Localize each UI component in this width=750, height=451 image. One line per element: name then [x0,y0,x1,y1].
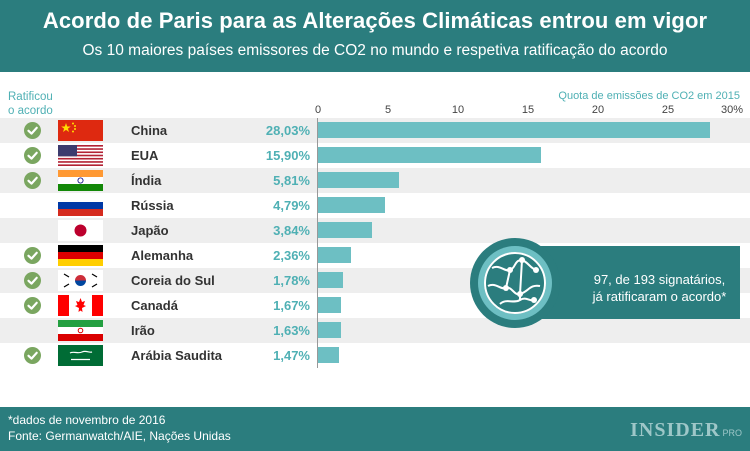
value-label: 4,79% [273,198,310,213]
globe-icon [470,238,560,328]
callout-line1: 97, de 193 signatários, [593,272,726,287]
bar [318,247,352,263]
value-label: 1,47% [273,348,310,363]
russia-flag-icon [58,195,103,216]
source-text: Fonte: Germanwatch/AIE, Nações Unidas [8,429,231,443]
logo-text: INSIDER [630,419,721,441]
chart-row: Canadá 1,67% [0,293,750,318]
value-label: 3,84% [273,223,310,238]
footer: *dados de novembro de 2016 Fonte: German… [0,407,750,451]
usa-flag-icon [58,145,103,166]
ratified-check-icon [24,122,41,139]
ratified-header-line2: o acordo [8,105,53,117]
ratified-check-icon [24,297,41,314]
south-korea-flag-icon [58,270,103,291]
chart-row: Rússia 4,79% [0,193,750,218]
value-label: 5,81% [273,173,310,188]
iran-flag-icon [58,320,103,341]
chart-row: EUA 15,90% [0,143,750,168]
country-label: Alemanha [131,248,194,263]
value-label: 28,03% [265,123,310,138]
ratified-column-header: Ratificou o acordo [8,90,53,118]
x-tick-label: 20 [591,104,605,116]
country-label: Canadá [131,298,178,313]
callout-text: 97, de 193 signatários, já ratificaram o… [582,271,737,305]
chart-title: Acordo de Paris para as Alterações Climá… [42,8,708,33]
chart-row: Japão 3,84% [0,218,750,243]
x-tick-label: 30% [720,104,744,116]
x-tick-label: 5 [384,104,392,116]
country-label: Arábia Saudita [131,348,223,363]
country-label: Índia [131,173,162,188]
chart-row: Arábia Saudita 1,47% [0,343,750,368]
chart-row: China 28,03% [0,118,750,143]
insider-pro-logo: INSIDER PRO [630,419,742,442]
chart-row: Alemanha 2,36% [0,243,750,268]
bar [318,297,342,313]
india-flag-icon [58,170,103,191]
value-label: 1,67% [273,298,310,313]
country-label: Irão [131,323,155,338]
header-banner: Acordo de Paris para as Alterações Climá… [0,0,750,72]
country-label: EUA [131,148,159,163]
country-label: Coreia do Sul [131,273,215,288]
callout-line2: já ratificaram o acordo* [592,289,727,304]
bar [318,347,339,363]
ratified-check-icon [24,247,41,264]
x-tick-label: 0 [314,104,322,116]
japan-flag-icon [58,220,103,241]
bar [318,222,372,238]
saudi-arabia-flag-icon [58,345,103,366]
y-axis-line [317,118,318,368]
bar [318,172,400,188]
country-label: China [131,123,168,138]
x-tick-label: 10 [451,104,465,116]
bar [318,322,341,338]
x-axis-label: Quota de emissões de CO2 em 2015 [558,90,740,102]
logo-suffix: PRO [722,428,742,438]
ratified-check-icon [24,347,41,364]
country-label: Japão [131,223,169,238]
footnote: *dados de novembro de 2016 [8,413,166,427]
chart-subtitle: Os 10 maiores países emissores de CO2 no… [82,42,668,59]
value-label: 1,78% [273,273,310,288]
x-tick-label: 15 [521,104,535,116]
bar [318,272,343,288]
chart-row: Índia 5,81% [0,168,750,193]
bar [318,197,386,213]
germany-flag-icon [58,245,103,266]
canada-flag-icon [58,295,103,316]
ratified-check-icon [24,272,41,289]
value-label: 2,36% [273,248,310,263]
x-tick-label: 25 [661,104,675,116]
ratified-check-icon [24,172,41,189]
chart-row: Irão 1,63% [0,318,750,343]
china-flag-icon [58,120,103,141]
ratified-header-line1: Ratificou [8,91,53,103]
ratified-check-icon [24,147,41,164]
bar [318,122,711,138]
ratification-callout: 97, de 193 signatários, já ratificaram o… [470,238,740,328]
country-label: Rússia [131,198,174,213]
value-label: 1,63% [273,323,310,338]
value-label: 15,90% [265,148,310,163]
bar [318,147,541,163]
